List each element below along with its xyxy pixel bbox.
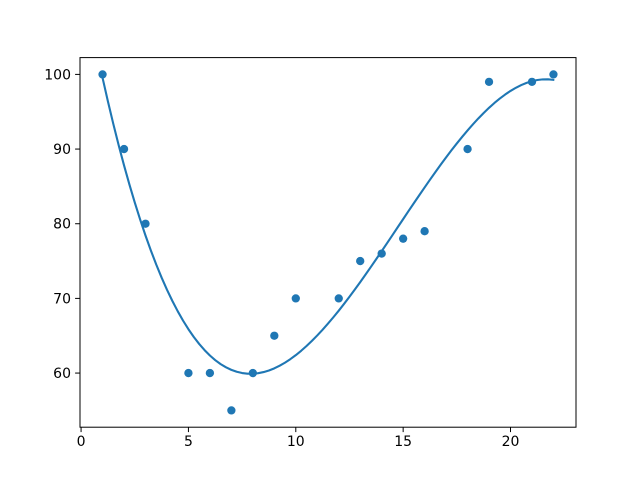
data-point — [270, 331, 279, 340]
y-tick-label: 90 — [53, 142, 71, 158]
y-tick-label: 60 — [53, 366, 71, 382]
data-point — [399, 234, 408, 243]
data-point — [549, 70, 558, 79]
x-tick-label: 20 — [502, 434, 520, 450]
data-point — [98, 70, 107, 79]
x-tick-label: 10 — [287, 434, 305, 450]
axes-background — [80, 57, 576, 428]
data-point — [334, 294, 343, 303]
data-point — [356, 256, 365, 266]
data-point — [205, 368, 215, 378]
fit-curve — [101, 76, 555, 375]
data-point — [463, 144, 472, 154]
y-tick-label: 100 — [44, 67, 71, 83]
x-tick-label: 5 — [184, 434, 193, 450]
y-tick-label: 80 — [53, 217, 71, 233]
x-tick-label: 15 — [394, 434, 412, 450]
x-axis-ticks: 0 5 10 15 20 — [77, 427, 520, 450]
data-point — [119, 144, 129, 154]
axes-frame — [79, 57, 577, 428]
y-tick-label: 70 — [53, 291, 71, 307]
data-point — [420, 227, 429, 236]
data-point — [484, 77, 494, 87]
x-tick-label: 0 — [77, 434, 86, 450]
data-point — [291, 294, 300, 303]
data-point — [227, 406, 236, 415]
data-point — [184, 368, 193, 378]
data-point — [141, 219, 150, 228]
y-axis-ticks: 60 70 80 90 100 — [44, 67, 80, 382]
scatter-points — [98, 70, 558, 415]
